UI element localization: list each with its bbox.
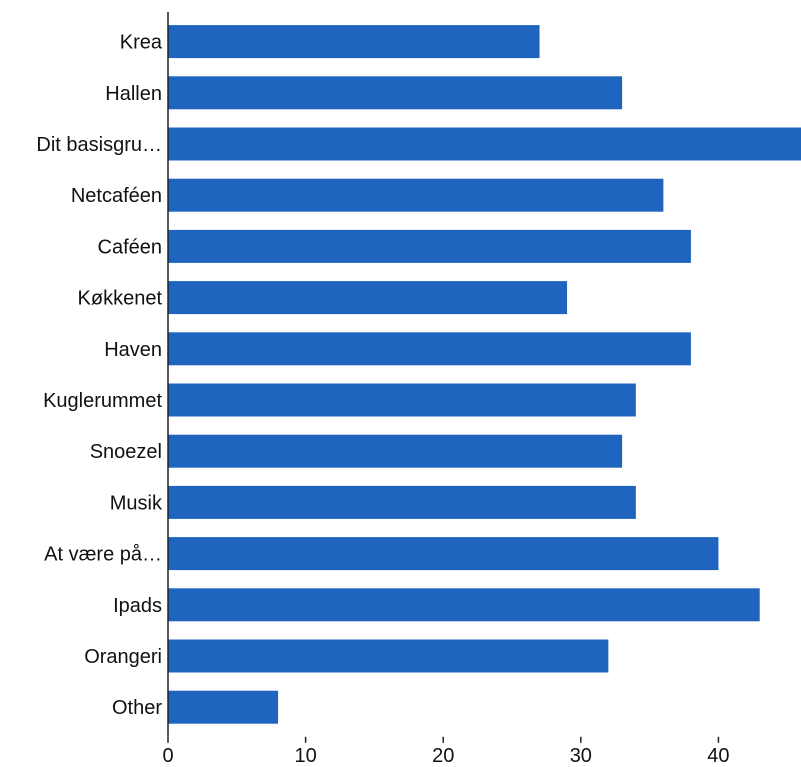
- bar-13: [168, 690, 279, 724]
- category-label-11: Ipads: [113, 595, 162, 617]
- x-tick-label-2: 20: [432, 745, 454, 767]
- category-label-1: Hallen: [105, 83, 162, 105]
- category-label-6: Haven: [104, 339, 162, 361]
- x-tick-label-3: 30: [570, 745, 592, 767]
- category-label-10: At være på…: [44, 544, 162, 566]
- category-label-5: Køkkenet: [78, 288, 163, 310]
- category-labels: Krea Hallen Dit basisgru… Netcaféen Caféen Kø…: [36, 32, 163, 720]
- x-tick-label-1: 10: [294, 745, 316, 767]
- category-label-0: Krea: [120, 32, 163, 54]
- bar-7: [168, 383, 636, 417]
- bars-group: [168, 25, 801, 724]
- bar-9: [168, 485, 636, 519]
- category-label-8: Snoezel: [90, 441, 162, 463]
- category-label-2: Dit basisgru…: [36, 134, 162, 156]
- category-label-13: Other: [112, 697, 162, 719]
- category-label-4: Caféen: [98, 236, 163, 258]
- x-tick-label-4: 40: [707, 745, 729, 767]
- bar-1: [168, 76, 623, 110]
- bar-4: [168, 229, 691, 263]
- category-label-12: Orangeri: [84, 646, 162, 668]
- x-axis-ticks: 0 10 20 30 40: [162, 736, 730, 767]
- category-label-3: Netcaféen: [71, 185, 162, 207]
- x-tick-label-0: 0: [162, 745, 173, 767]
- bar-12: [168, 639, 609, 673]
- bar-11: [168, 588, 760, 622]
- bar-8: [168, 434, 623, 468]
- bar-5: [168, 281, 568, 315]
- category-label-7: Kuglerummet: [43, 390, 162, 412]
- bar-3: [168, 178, 664, 212]
- category-label-9: Musik: [110, 492, 163, 514]
- bar-10: [168, 537, 719, 571]
- bar-6: [168, 332, 691, 366]
- bar-2: [168, 127, 801, 161]
- bar-0: [168, 25, 540, 59]
